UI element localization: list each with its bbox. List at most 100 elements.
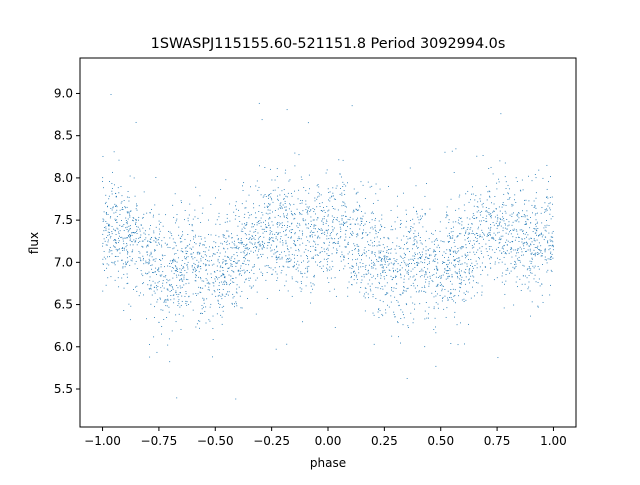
data-point (328, 199, 329, 201)
data-point (147, 284, 149, 286)
data-point (491, 202, 492, 204)
data-point (414, 235, 416, 237)
data-point (183, 276, 185, 278)
data-point (501, 219, 503, 221)
data-point (182, 231, 183, 233)
data-point (390, 248, 392, 250)
data-point (203, 299, 205, 301)
data-point (107, 277, 109, 279)
data-point (487, 191, 489, 193)
data-point (433, 259, 434, 261)
data-point (353, 209, 355, 211)
data-point (458, 257, 460, 259)
data-point (424, 214, 426, 216)
data-point (546, 196, 548, 198)
data-point (211, 277, 212, 279)
data-point (185, 293, 187, 295)
data-point (454, 239, 456, 241)
data-point (338, 159, 340, 161)
data-point (528, 200, 530, 202)
data-point (449, 269, 451, 271)
data-point (508, 252, 510, 254)
data-point (464, 253, 466, 255)
data-point (516, 230, 518, 232)
data-point (305, 200, 307, 202)
data-point (257, 220, 259, 222)
data-point (402, 311, 404, 313)
data-point (170, 233, 172, 235)
data-point (146, 254, 148, 256)
data-point (518, 221, 520, 223)
data-point (341, 254, 343, 256)
data-point (265, 196, 267, 197)
x-axis-ticks: −1.00 −0.75 −0.50 −0.25 0.00 0.25 0.50 0.75 1.00 (84, 427, 567, 448)
data-point (200, 313, 202, 315)
data-point (297, 270, 299, 272)
data-point (182, 315, 184, 317)
data-point (327, 249, 329, 251)
data-point (306, 255, 307, 256)
data-point (176, 276, 178, 278)
data-point (420, 254, 421, 256)
data-point (548, 245, 550, 247)
data-point (251, 286, 253, 288)
data-point (451, 274, 453, 276)
data-point (535, 252, 537, 254)
data-point (126, 196, 128, 198)
x-tick-label: 0.00 (315, 434, 342, 448)
data-point (316, 237, 318, 239)
data-point (526, 244, 528, 246)
data-point (497, 357, 499, 359)
data-point (217, 260, 219, 262)
data-point (491, 238, 493, 240)
data-point (269, 212, 271, 214)
data-point (447, 265, 448, 267)
data-point (123, 224, 125, 225)
data-point (435, 302, 437, 304)
data-point (300, 255, 302, 257)
data-point (459, 194, 461, 196)
data-point (341, 192, 343, 194)
data-point (400, 277, 402, 279)
data-point (163, 318, 165, 320)
data-point (248, 247, 250, 249)
data-point (387, 304, 388, 306)
data-point (251, 238, 252, 240)
data-point (122, 263, 124, 265)
data-point (284, 172, 286, 174)
data-point (407, 263, 409, 265)
data-point (489, 228, 491, 230)
data-point (379, 229, 381, 231)
data-point (233, 211, 235, 213)
data-point (207, 289, 209, 291)
data-point (318, 195, 320, 197)
data-point (294, 190, 295, 192)
data-point (254, 242, 256, 244)
data-point (288, 261, 290, 263)
data-point (301, 261, 302, 263)
data-point (246, 270, 248, 271)
data-point (227, 256, 229, 258)
data-point (491, 249, 493, 251)
data-point (240, 240, 242, 241)
data-point (156, 274, 157, 275)
data-point (115, 211, 117, 213)
data-point (345, 229, 347, 231)
data-point (420, 270, 422, 272)
data-point (256, 180, 258, 182)
data-point (349, 223, 351, 225)
data-point (460, 263, 462, 265)
data-point (328, 238, 330, 240)
data-point (533, 207, 535, 208)
data-point (413, 275, 415, 277)
data-point (152, 216, 154, 218)
data-point (115, 230, 116, 232)
data-point (301, 288, 303, 290)
data-point (199, 265, 201, 267)
data-point (404, 257, 406, 258)
data-point (227, 270, 229, 272)
data-point (447, 235, 449, 237)
data-point (249, 230, 251, 232)
data-point (493, 232, 495, 234)
data-point (163, 287, 165, 289)
